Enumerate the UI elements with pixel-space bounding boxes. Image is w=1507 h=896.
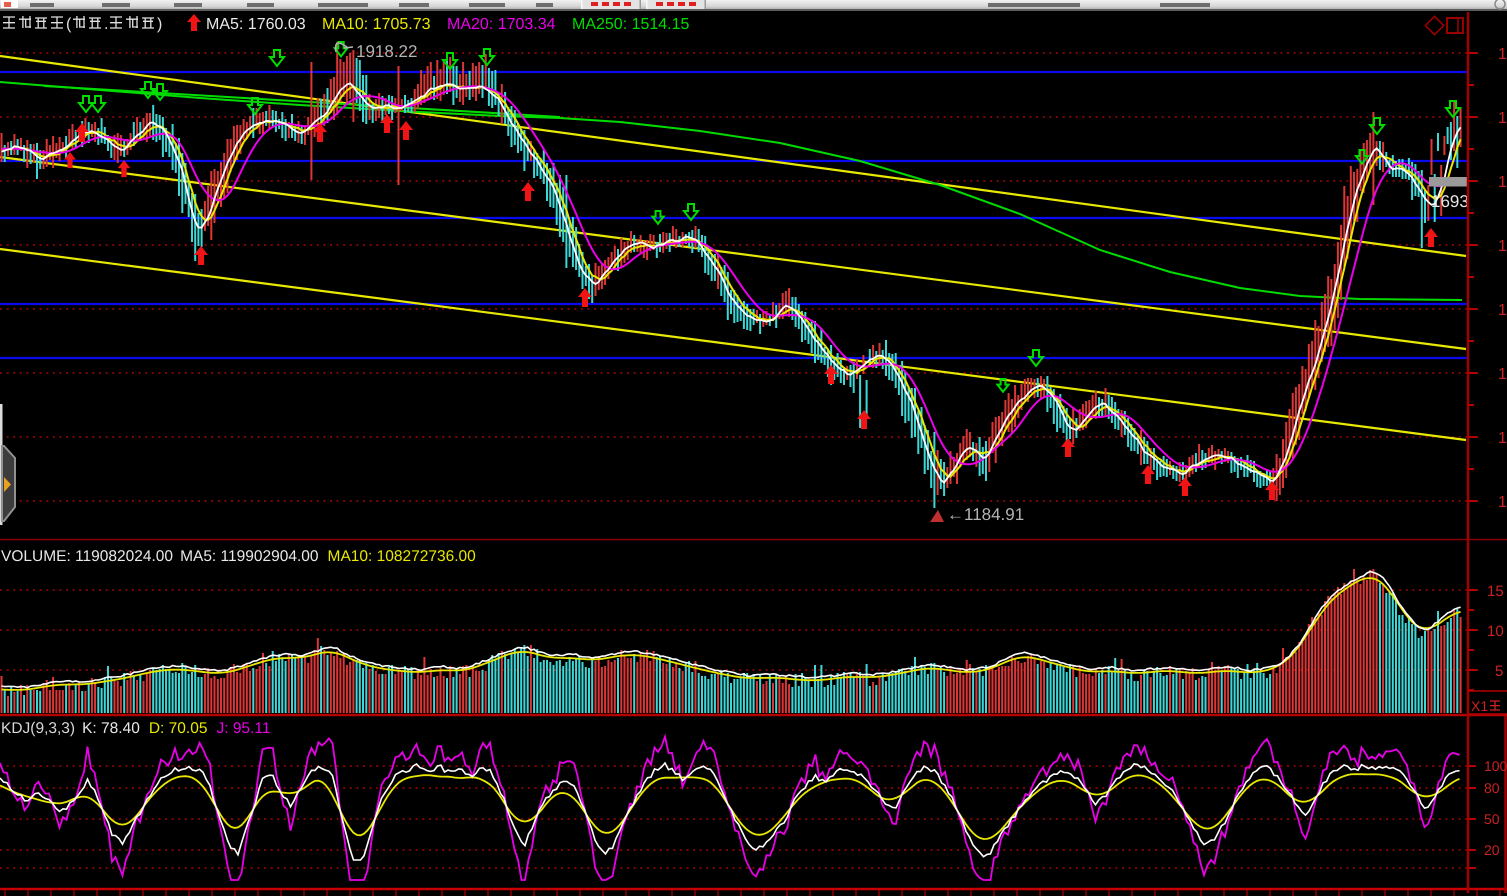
svg-text:MA5: 1760.03: MA5: 1760.03: [206, 16, 306, 33]
svg-text:←1184.91: ←1184.91: [947, 505, 1024, 524]
svg-text:MA20: 1703.34: MA20: 1703.34: [447, 16, 556, 33]
svg-text:KDJ(9,3,3)K: 78.40D: 70.05J: 9: KDJ(9,3,3) K: 78.40 D: 70.05 J: 95.11: [1, 720, 270, 737]
svg-text:X1: X1: [1471, 698, 1488, 714]
svg-text:): ): [157, 16, 162, 33]
svg-text:10: 10: [1487, 623, 1504, 640]
svg-text:100: 100: [1484, 758, 1507, 774]
svg-text:19: 19: [1498, 46, 1507, 63]
svg-text:15: 15: [1487, 583, 1504, 600]
svg-text:18: 18: [1498, 110, 1507, 127]
svg-text:14: 14: [1498, 366, 1507, 383]
svg-text:1693: 1693: [1431, 192, 1469, 211]
svg-text:12: 12: [1498, 494, 1507, 511]
svg-text:MA10: 1705.73: MA10: 1705.73: [322, 16, 431, 33]
svg-text:80: 80: [1484, 780, 1500, 796]
svg-text:MA250: 1514.15: MA250: 1514.15: [572, 16, 690, 33]
svg-text:(: (: [66, 16, 72, 33]
svg-text:16: 16: [1498, 238, 1507, 255]
svg-text:.: .: [104, 16, 108, 33]
svg-text:13: 13: [1498, 430, 1507, 447]
svg-text:20: 20: [1484, 842, 1500, 858]
svg-text:5: 5: [1495, 663, 1503, 680]
svg-text:17: 17: [1498, 174, 1507, 191]
svg-text:1918.22: 1918.22: [356, 42, 417, 61]
svg-text:15: 15: [1498, 302, 1507, 319]
svg-text:50: 50: [1484, 811, 1500, 827]
